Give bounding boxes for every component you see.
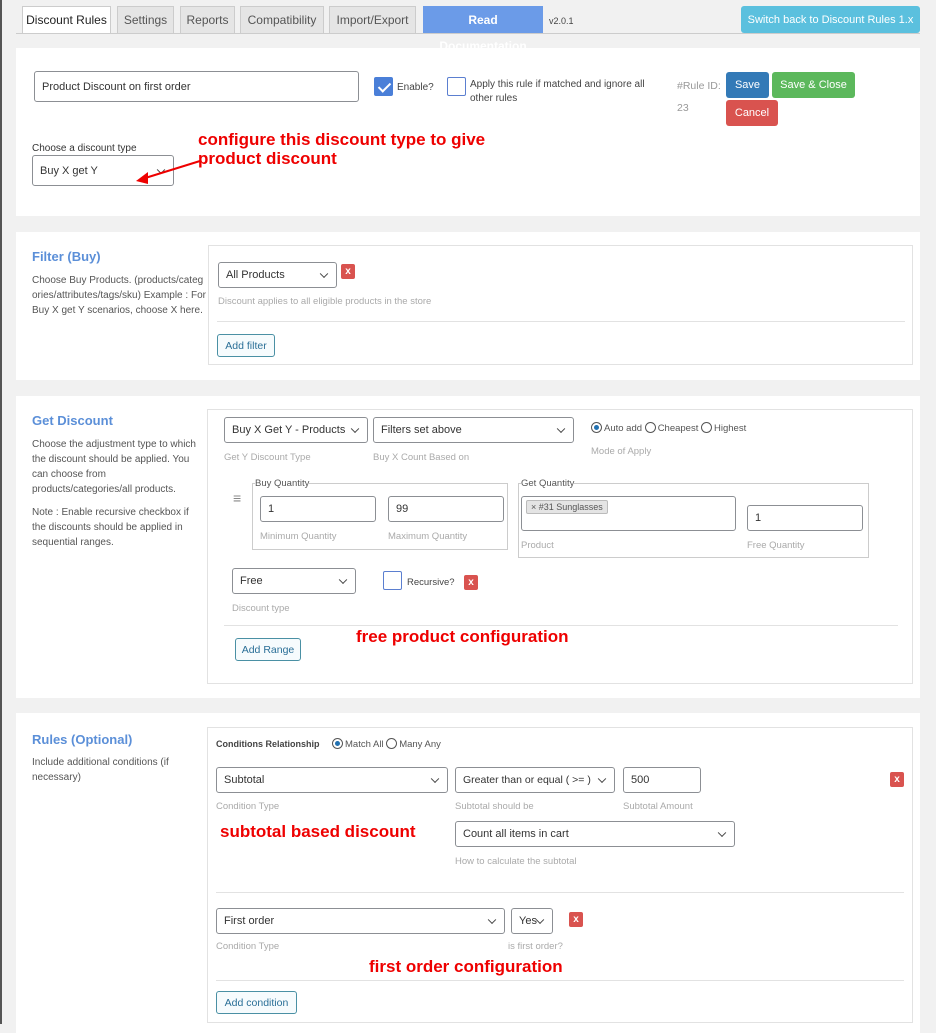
- switch-back-button[interactable]: Switch back to Discount Rules 1.x: [741, 6, 920, 33]
- condition-type-select[interactable]: First order: [216, 908, 505, 934]
- tab-compatibility[interactable]: Compatibility: [240, 6, 324, 33]
- buy-quantity-legend: Buy Quantity: [255, 478, 310, 489]
- first-order-hint: is first order?: [508, 941, 563, 952]
- rules-description: Include additional conditions (if necess…: [32, 757, 169, 783]
- get-discount-note: Note : Enable recursive checkbox if the …: [32, 507, 189, 548]
- subtotal-operator-hint: Subtotal should be: [455, 801, 534, 812]
- filter-panel: Filter (Buy) Choose Buy Products. (produ…: [16, 232, 920, 380]
- rule-name-input[interactable]: Product Discount on first order: [34, 71, 359, 102]
- buy-quantity-group: Buy Quantity: [252, 478, 508, 550]
- save-close-button[interactable]: Save & Close: [772, 72, 855, 98]
- divider: [224, 625, 898, 626]
- get-discount-panel: Get Discount Choose the adjustment type …: [16, 396, 920, 698]
- mode-of-apply-radios: Auto add Cheapest Highest: [591, 422, 746, 434]
- drag-handle-icon[interactable]: ≡: [233, 490, 242, 506]
- match-all-radio[interactable]: Match All: [332, 738, 384, 750]
- enable-checkbox[interactable]: [374, 77, 393, 96]
- get-discount-title: Get Discount: [32, 413, 113, 428]
- apply-exclusive-checkbox[interactable]: [447, 77, 466, 96]
- rules-title: Rules (Optional): [32, 732, 133, 747]
- max-quantity-hint: Maximum Quantity: [388, 531, 468, 542]
- add-range-button[interactable]: Add Range: [235, 638, 301, 661]
- divider: [217, 321, 905, 322]
- count-based-select[interactable]: Filters set above: [373, 417, 574, 443]
- get-quantity-legend: Get Quantity: [521, 478, 575, 489]
- rule-header-panel: Product Discount on first order Enable? …: [16, 48, 920, 216]
- rules-box: Conditions Relationship Match All Many A…: [207, 727, 913, 1023]
- remove-range-button[interactable]: x: [464, 575, 478, 590]
- filter-type-select[interactable]: All Products: [218, 262, 337, 288]
- annotation-discount-type: configure this discount type to give pro…: [198, 130, 486, 168]
- divider: [216, 980, 904, 981]
- discount-type-select[interactable]: Buy X get Y: [32, 155, 174, 186]
- subtotal-operator-select[interactable]: Greater than or equal ( >= ): [455, 767, 615, 793]
- remove-condition-button[interactable]: x: [569, 912, 583, 927]
- annotation-subtotal: subtotal based discount: [220, 822, 416, 841]
- get-discount-box: Buy X Get Y - Products Get Y Discount Ty…: [207, 409, 913, 684]
- remove-filter-button[interactable]: x: [341, 264, 355, 279]
- filter-title: Filter (Buy): [32, 249, 101, 264]
- enable-label: Enable?: [397, 82, 434, 93]
- subtotal-amount-input[interactable]: 500: [623, 767, 701, 793]
- min-quantity-input[interactable]: 1: [260, 496, 376, 522]
- mode-cheapest-radio[interactable]: Cheapest: [644, 422, 698, 434]
- filter-description: Choose Buy Products. (products/categorie…: [32, 275, 206, 316]
- discount-type-select[interactable]: Free: [232, 568, 356, 594]
- mode-hint: Mode of Apply: [591, 446, 652, 457]
- subtotal-amount-hint: Subtotal Amount: [623, 801, 693, 812]
- rules-panel: Rules (Optional) Include additional cond…: [16, 713, 920, 1033]
- free-quantity-input[interactable]: 1: [747, 505, 863, 531]
- tab-discount-rules[interactable]: Discount Rules: [22, 6, 111, 34]
- tab-import-export[interactable]: Import/Export: [329, 6, 416, 33]
- product-tag[interactable]: × #31 Sunglasses: [526, 500, 608, 514]
- condition-type-select[interactable]: Subtotal: [216, 767, 448, 793]
- product-hint: Product: [521, 540, 554, 551]
- relationship-radios: Match All Many Any: [332, 738, 441, 750]
- tab-settings[interactable]: Settings: [117, 6, 174, 33]
- recursive-label: Recursive?: [407, 577, 455, 588]
- mode-highest-radio[interactable]: Highest: [701, 422, 746, 434]
- product-select[interactable]: × #31 Sunglasses: [521, 496, 736, 531]
- add-filter-button[interactable]: Add filter: [217, 334, 275, 357]
- add-condition-button[interactable]: Add condition: [216, 991, 297, 1014]
- min-quantity-hint: Minimum Quantity: [260, 531, 337, 542]
- get-y-discount-type-hint: Get Y Discount Type: [224, 452, 311, 463]
- first-order-value-select[interactable]: Yes: [511, 908, 553, 934]
- rule-id-value: 23: [677, 102, 689, 114]
- discount-type-hint: Discount type: [232, 603, 290, 614]
- condition-type-hint: Condition Type: [216, 941, 280, 952]
- annotation-arrow-icon: [136, 160, 201, 184]
- version-label: v2.0.1: [549, 16, 574, 26]
- tab-read-documentation[interactable]: Read Documentation: [423, 6, 543, 53]
- divider: [216, 892, 904, 893]
- save-button[interactable]: Save: [726, 72, 769, 98]
- match-any-radio[interactable]: Many Any: [386, 738, 441, 750]
- subtotal-calculation-select[interactable]: Count all items in cart: [455, 821, 735, 847]
- remove-condition-button[interactable]: x: [890, 772, 904, 787]
- tab-reports[interactable]: Reports: [180, 6, 235, 33]
- filter-hint: Discount applies to all eligible product…: [218, 296, 432, 307]
- max-quantity-input[interactable]: 99: [388, 496, 504, 522]
- get-y-discount-type-select[interactable]: Buy X Get Y - Products: [224, 417, 368, 443]
- free-quantity-hint: Free Quantity: [747, 540, 805, 551]
- recursive-checkbox[interactable]: [383, 571, 402, 590]
- get-quantity-group: Get Quantity: [518, 478, 869, 558]
- filter-box: All Products x Discount applies to all e…: [208, 245, 913, 365]
- get-discount-text: Choose the adjustment type to which the …: [32, 437, 204, 550]
- mode-auto-add-radio[interactable]: Auto add: [591, 422, 642, 434]
- tab-divider: [16, 33, 920, 34]
- cancel-button[interactable]: Cancel: [726, 100, 778, 126]
- annotation-free-product: free product configuration: [356, 627, 569, 646]
- annotation-first-order: first order configuration: [369, 957, 563, 976]
- subtotal-calculation-hint: How to calculate the subtotal: [455, 856, 577, 867]
- condition-type-hint: Condition Type: [216, 801, 280, 812]
- window-edge: [0, 0, 2, 1024]
- get-discount-description: Choose the adjustment type to which the …: [32, 439, 196, 495]
- rule-id-label: #Rule ID:: [677, 80, 721, 92]
- count-based-hint: Buy X Count Based on: [373, 452, 470, 463]
- apply-exclusive-label: Apply this rule if matched and ignore al…: [470, 79, 645, 104]
- discount-type-label: Choose a discount type: [32, 143, 137, 154]
- conditions-relationship-label: Conditions Relationship: [216, 739, 320, 749]
